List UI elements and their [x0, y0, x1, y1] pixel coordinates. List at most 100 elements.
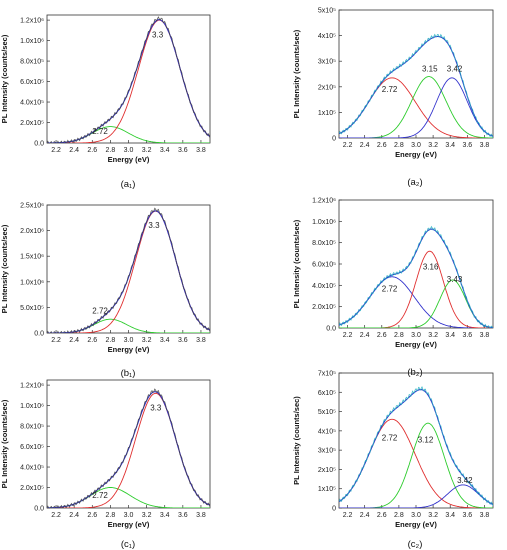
x-tick-label: 2.4: [360, 142, 370, 149]
peak-curve-2.72: [339, 276, 493, 328]
peak-label-3.12: 3.12: [418, 435, 434, 444]
y-tick-label: 1.2x10⁶: [312, 198, 336, 205]
chart-panel-b1: 2.2 2.4 2.6 2.8 3.0 3.2 3.4 3.6 3.8 0.0 5.0x10⁵ 1.0…: [0, 203, 211, 379]
y-tick-label: 4x10⁵: [318, 33, 336, 40]
y-tick-label: 0: [332, 506, 336, 513]
plot-frame: [338, 9, 494, 139]
x-tick-label: 2.8: [394, 332, 404, 339]
x-tick-label: 2.2: [343, 142, 353, 149]
x-tick-label: 3.4: [160, 337, 170, 344]
measured-curve: [339, 225, 493, 328]
y-tick-label: 1.5x10⁶: [20, 254, 44, 261]
x-tick-label: 2.6: [87, 337, 97, 344]
x-tick-label: 3.6: [178, 512, 188, 519]
peak-label-2.72: 2.72: [92, 307, 108, 316]
y-tick-label: 2.0x10⁵: [312, 304, 336, 311]
y-tick-label: 4.0x10⁵: [312, 283, 336, 290]
y-tick-label: 6.0x10⁵: [20, 444, 44, 451]
peak-label-3.16: 3.16: [423, 262, 439, 271]
x-tick-label: 2.6: [377, 512, 387, 519]
measured-curve: [339, 386, 493, 507]
x-tick-label: 3.2: [428, 142, 438, 149]
measured-curve: [47, 388, 210, 508]
x-tick-label: 2.8: [394, 512, 404, 519]
peak-label-3.3: 3.3: [152, 31, 164, 40]
panel-caption: (c₁): [121, 539, 135, 550]
plot-frame: [338, 372, 494, 509]
y-tick-label: 1x10⁵: [318, 110, 336, 117]
peak-curve-3.12: [339, 422, 493, 508]
fit-curve: [47, 210, 210, 333]
chart-panel-a2: 2.2 2.4 2.6 2.8 3.0 3.2 3.4 3.6 3.8 0 1x10⁵ 2x10⁵ 3x…: [292, 8, 494, 188]
x-tick-label: 3.4: [445, 142, 455, 149]
peak-label-2.72: 2.72: [92, 127, 108, 136]
x-axis-label: Energy (eV): [108, 155, 150, 164]
y-axis-label: PL Intensity (counts/sec): [292, 29, 301, 118]
peak-curve-3.3: [47, 19, 210, 143]
x-tick-label: 3.2: [142, 337, 152, 344]
y-tick-label: 8.0x10⁵: [20, 424, 44, 431]
x-tick-label: 3.0: [411, 142, 421, 149]
x-tick-label: 2.4: [69, 337, 79, 344]
x-tick-label: 3.8: [196, 337, 206, 344]
x-tick-label: 2.4: [69, 147, 79, 154]
peak-curve-3.43: [339, 279, 493, 328]
x-axis-label: Energy (eV): [395, 340, 437, 349]
fit-curve: [339, 228, 493, 328]
peak-label-3.42: 3.42: [447, 64, 463, 73]
panel-caption: (b₁): [121, 368, 136, 379]
x-tick-label: 2.2: [51, 512, 61, 519]
y-tick-label: 2.0x10⁵: [20, 120, 44, 127]
y-axis-label: PL Intensity (counts/sec): [292, 396, 301, 485]
x-tick-label: 2.4: [360, 512, 370, 519]
y-tick-label: 2.0x10⁵: [20, 485, 44, 492]
x-tick-label: 2.2: [51, 337, 61, 344]
y-tick-label: 4x10⁵: [318, 428, 336, 435]
peak-label-3.42: 3.42: [457, 476, 473, 485]
y-tick-label: 0.0: [34, 506, 44, 513]
y-tick-label: 1.0x10⁶: [20, 403, 44, 410]
x-tick-label: 3.0: [411, 332, 421, 339]
x-tick-label: 3.8: [480, 512, 490, 519]
peak-label-3.43: 3.43: [447, 275, 463, 284]
peak-curve-3.3: [47, 210, 210, 333]
x-axis-label: Energy (eV): [108, 520, 150, 529]
y-tick-label: 4.0x10⁵: [20, 100, 44, 107]
y-tick-label: 5.0x10⁵: [20, 305, 44, 312]
x-tick-label: 3.8: [480, 142, 490, 149]
fit-curve: [47, 19, 210, 143]
peak-label-2.72: 2.72: [92, 491, 108, 500]
chart-panel-c2: 2.2 2.4 2.6 2.8 3.0 3.2 3.4 3.6 3.8 0 1x10⁵ 2x10⁵ 3x…: [292, 371, 494, 550]
y-tick-label: 1.2x10⁶: [20, 18, 44, 25]
x-tick-label: 2.4: [69, 512, 79, 519]
y-tick-label: 2.0x10⁶: [20, 228, 44, 235]
measured-curve: [47, 207, 210, 333]
x-tick-label: 3.2: [428, 512, 438, 519]
x-tick-label: 3.6: [178, 147, 188, 154]
peak-label-3.15: 3.15: [422, 64, 438, 73]
y-tick-label: 2.5x10⁶: [20, 203, 44, 210]
x-tick-label: 2.8: [106, 512, 116, 519]
x-tick-label: 2.4: [360, 332, 370, 339]
peak-label-3.3: 3.3: [150, 404, 162, 413]
x-tick-label: 3.0: [124, 337, 134, 344]
chart-panel-b2: 2.2 2.4 2.6 2.8 3.0 3.2 3.4 3.6 3.8 0.0 2.0x10⁵ 4.0…: [292, 198, 494, 378]
y-tick-label: 0.0: [34, 141, 44, 148]
plot-frame: [46, 379, 211, 509]
y-tick-label: 5x10⁵: [318, 409, 336, 416]
x-tick-label: 3.0: [411, 512, 421, 519]
peak-label-3.3: 3.3: [148, 221, 160, 230]
fit-curve: [339, 35, 493, 137]
x-tick-label: 2.6: [377, 142, 387, 149]
plot-frame: [46, 204, 211, 334]
peak-curve-3.42: [339, 484, 493, 508]
x-tick-label: 2.8: [106, 337, 116, 344]
panel-caption: (a₂): [407, 177, 422, 188]
y-tick-label: 6.0x10⁵: [20, 79, 44, 86]
y-axis-label: PL Intensity (counts/sec): [292, 219, 301, 308]
x-tick-label: 2.2: [343, 512, 353, 519]
x-tick-label: 2.6: [87, 512, 97, 519]
x-tick-label: 3.6: [178, 337, 188, 344]
y-tick-label: 4.0x10⁵: [20, 465, 44, 472]
